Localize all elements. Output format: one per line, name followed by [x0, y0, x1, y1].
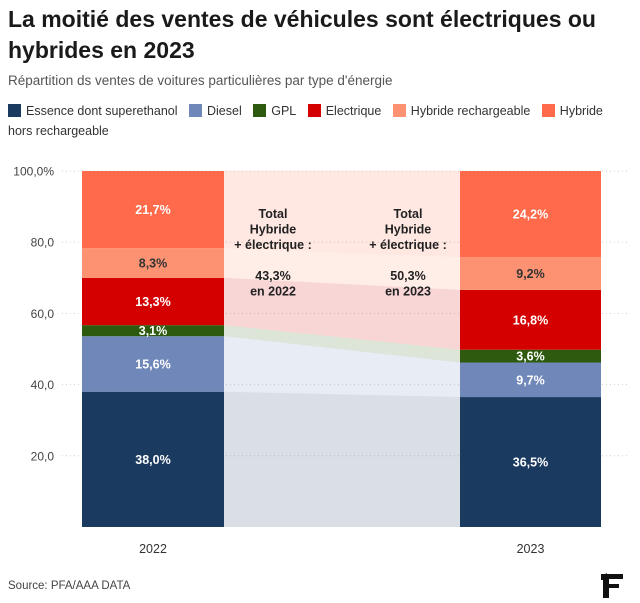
legend-swatch [392, 104, 406, 117]
bar-segment [460, 257, 601, 290]
chart-subtitle: Répartition ds ventes de voitures partic… [8, 73, 393, 88]
annotation-text: 43,3% [255, 269, 290, 283]
bar-segment [82, 336, 224, 392]
annotation-text: en 2022 [250, 285, 296, 299]
data-label: 16,8% [513, 313, 548, 327]
le-figaro-logo [601, 573, 623, 598]
connector-band [224, 325, 460, 363]
legend-swatch [253, 104, 267, 117]
data-label: 24,2% [513, 208, 548, 222]
legend-swatch [8, 104, 21, 117]
annotation-text: 50,3% [390, 269, 425, 283]
bar-segment [460, 349, 601, 363]
bar-segment [460, 362, 601, 398]
bar-segment [82, 248, 224, 278]
connector-band [224, 391, 460, 527]
data-label: 38,0% [135, 453, 170, 467]
legend-item: Hybride hors rechargeable [8, 104, 603, 138]
bar-segment [82, 325, 224, 337]
annotation-text: Total [259, 207, 288, 221]
y-tick-label: 60,0 [31, 307, 55, 321]
annotation-text: + électrique : [234, 238, 311, 252]
y-tick-label: 100,0% [13, 165, 54, 179]
legend-swatch [307, 104, 321, 117]
legend-label: Hybride rechargeable [410, 104, 531, 118]
data-label: 13,3% [135, 295, 170, 309]
bar-segment [460, 397, 601, 527]
legend-swatch [541, 104, 555, 117]
source-note: Source: PFA/AAA DATA [8, 580, 131, 592]
legend-swatch [188, 104, 202, 117]
annotation-text: en 2023 [385, 285, 431, 299]
data-label: 15,6% [135, 357, 170, 371]
legend-item: Diesel [188, 104, 242, 118]
chart-legend: Essence dont superethanol Diesel GPL Ele… [8, 101, 630, 141]
x-tick-label: 2022 [139, 542, 167, 556]
data-label: 9,7% [516, 373, 545, 387]
legend-item: Hybride rechargeable [392, 104, 531, 118]
legend-item: GPL [253, 104, 296, 118]
connector-band [224, 336, 460, 398]
bar-segment [82, 391, 224, 527]
data-label: 21,7% [135, 203, 170, 217]
x-tick-label: 2023 [517, 542, 545, 556]
bar-segment [82, 171, 224, 249]
data-label: 8,3% [139, 257, 168, 271]
chart-title: La moitié des ventes de véhicules sont é… [8, 6, 596, 63]
y-tick-label: 80,0 [31, 236, 55, 250]
connector-band [224, 277, 460, 350]
annotation-text: Hybride [250, 223, 297, 237]
legend-label: GPL [271, 104, 297, 118]
connector-band [224, 171, 460, 258]
stacked-bar-chart: 38,0% 15,6% 3,1% 13,3% 8,3% 21,7% 2022 36,5% 9,7… [13, 165, 628, 556]
legend-label: Hybride hors rechargeable [8, 104, 603, 138]
annotation-text: Hybride [385, 223, 432, 237]
bar-segment [460, 289, 601, 350]
y-tick-label: 20,0 [31, 449, 55, 463]
legend-label: Electrique [325, 104, 382, 118]
data-label: 3,6% [516, 350, 545, 364]
connector-band [224, 248, 460, 290]
legend-label: Essence dont superethanol [26, 104, 178, 118]
legend-item: Essence dont superethanol [8, 104, 178, 118]
data-label: 3,1% [139, 324, 168, 338]
bar-segment [460, 171, 601, 258]
annotation-text: + électrique : [369, 238, 446, 252]
legend-label: Diesel [206, 104, 242, 118]
annotation-text: Total [394, 207, 423, 221]
data-label: 36,5% [513, 456, 548, 470]
legend-item: Electrique [307, 104, 382, 118]
data-label: 9,2% [516, 267, 545, 281]
y-tick-label: 40,0 [31, 378, 55, 392]
bar-segment [82, 277, 224, 326]
